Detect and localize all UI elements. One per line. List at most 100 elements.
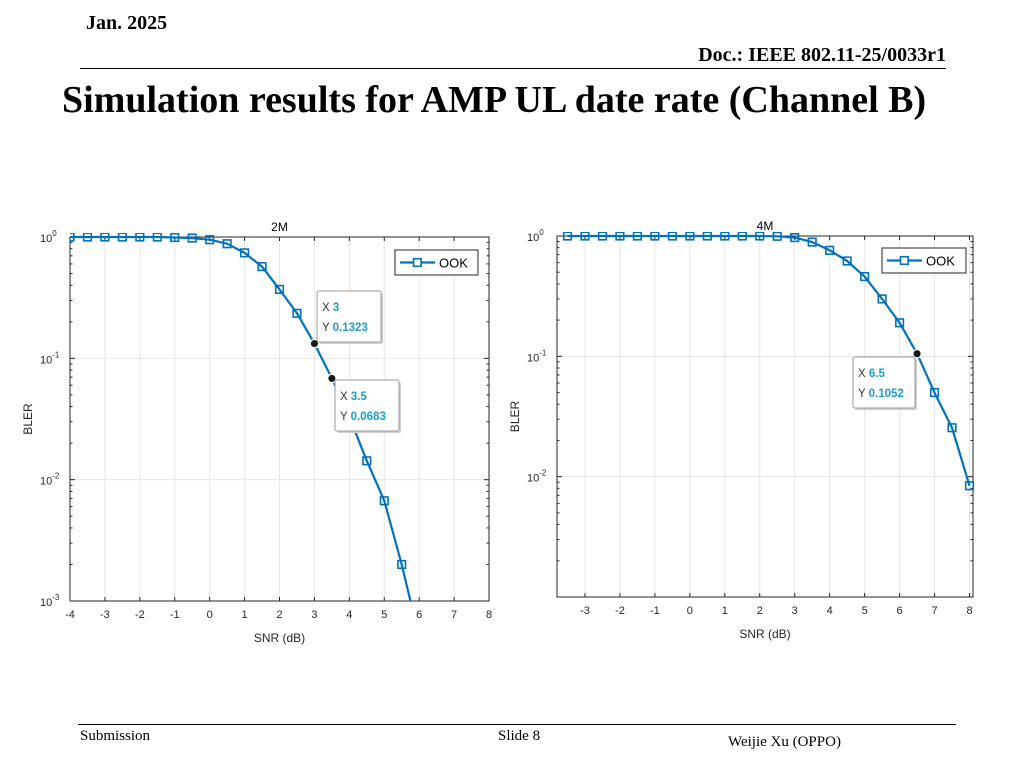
x-tick-label: 3 bbox=[311, 609, 317, 621]
x-axis-label: SNR (dB) bbox=[739, 627, 790, 641]
x-tick-label: -3 bbox=[100, 609, 110, 621]
series-marker bbox=[379, 496, 389, 506]
footer-submission: Submission bbox=[80, 728, 151, 744]
datatip-x-label: X bbox=[322, 302, 333, 314]
series-marker bbox=[152, 233, 162, 242]
series-marker bbox=[362, 456, 372, 466]
datatip-y: Y 0.0683 bbox=[340, 411, 386, 423]
x-tick-label: 7 bbox=[931, 605, 937, 617]
chart-title: 2M bbox=[271, 220, 288, 234]
y-tick-exponent: 0 bbox=[539, 228, 544, 237]
chart-0: -4 -3 -2 -1 0 1 2 3 4 5 6 7 8 100 10-1 10-2 10-3 2M SNR (d… bbox=[21, 220, 492, 645]
slide-title: Simulation results for AMP UL date rate … bbox=[62, 79, 927, 121]
series-marker bbox=[222, 239, 232, 249]
x-tick-label: 6 bbox=[416, 609, 422, 621]
datatip-x: X 3 bbox=[322, 302, 339, 314]
series-marker bbox=[292, 308, 302, 318]
series-marker bbox=[100, 233, 110, 242]
datatip-y-label: Y bbox=[322, 322, 333, 334]
x-tick-label: -2 bbox=[615, 605, 625, 617]
datatip-y-value: 0.1052 bbox=[869, 388, 904, 400]
datatip-x-value: 3.5 bbox=[351, 391, 368, 403]
footer-slide-number: Slide 8 bbox=[498, 728, 541, 744]
y-tick-exponent: -3 bbox=[52, 593, 60, 602]
datatip: X 6.5Y 0.1052 bbox=[852, 348, 922, 410]
series-marker bbox=[187, 233, 197, 243]
series-marker bbox=[685, 232, 695, 241]
series-marker bbox=[860, 271, 870, 282]
series-marker bbox=[737, 232, 747, 241]
series-marker bbox=[135, 233, 145, 242]
x-tick-label: 1 bbox=[722, 605, 728, 617]
datatip: X 3.5Y 0.0683 bbox=[327, 373, 401, 433]
y-tick-exponent: 0 bbox=[52, 229, 57, 238]
y-tick-label: 10-2 bbox=[527, 469, 547, 485]
x-tick-label: 4 bbox=[827, 605, 833, 617]
series-marker bbox=[170, 233, 180, 243]
legend: OOK bbox=[881, 247, 967, 274]
series-marker bbox=[597, 232, 608, 241]
series-marker bbox=[825, 245, 835, 255]
datatip-y: Y 0.1323 bbox=[322, 322, 368, 334]
x-tick-label: 8 bbox=[966, 605, 972, 617]
chart-title: 4M bbox=[757, 219, 774, 233]
datatip-x-label: X bbox=[340, 391, 351, 403]
header-divider bbox=[80, 68, 946, 69]
legend: OOK bbox=[394, 249, 479, 276]
series-marker bbox=[929, 387, 940, 398]
plot-area bbox=[557, 236, 973, 597]
series-marker bbox=[615, 232, 625, 241]
series-marker bbox=[274, 284, 285, 294]
legend-marker bbox=[412, 257, 422, 268]
x-tick-label: 0 bbox=[207, 609, 213, 621]
datatip-x-value: 6.5 bbox=[869, 368, 886, 380]
x-tick-label: -1 bbox=[650, 605, 660, 617]
y-tick-exponent: -2 bbox=[52, 472, 60, 481]
x-tick-label: 5 bbox=[381, 609, 387, 621]
series-marker bbox=[772, 232, 782, 241]
datatip: X 3Y 0.1323 bbox=[309, 290, 383, 349]
series-marker bbox=[397, 559, 407, 570]
datatip-x-label: X bbox=[858, 368, 869, 380]
legend-label: OOK bbox=[926, 254, 955, 269]
y-tick-exponent: -2 bbox=[539, 469, 547, 478]
y-tick-label: 10-1 bbox=[527, 348, 547, 364]
series-ook bbox=[70, 233, 412, 601]
datatip-anchor bbox=[309, 338, 320, 349]
series-marker bbox=[947, 423, 957, 433]
series-marker bbox=[257, 262, 267, 272]
datatip-y-value: 0.1323 bbox=[333, 322, 368, 334]
series-marker bbox=[964, 481, 975, 491]
series-marker bbox=[239, 248, 250, 258]
series-marker bbox=[70, 233, 75, 242]
x-tick-label: 0 bbox=[687, 605, 693, 617]
legend-marker bbox=[899, 255, 909, 266]
y-axis-label: BLER bbox=[508, 400, 522, 432]
x-tick-label: -4 bbox=[65, 609, 75, 621]
x-axis-label: SNR (dB) bbox=[254, 631, 305, 645]
y-tick-exponent: -1 bbox=[52, 350, 60, 359]
series-marker bbox=[702, 232, 712, 241]
datatip-anchor bbox=[327, 373, 337, 384]
datatip-x: X 6.5 bbox=[858, 368, 885, 380]
y-tick-label: 10-1 bbox=[40, 350, 60, 366]
datatip-y: Y 0.1052 bbox=[858, 388, 904, 400]
datatip-x-value: 3 bbox=[333, 302, 339, 314]
datatip-y-value: 0.0683 bbox=[351, 411, 386, 423]
y-tick-exponent: -1 bbox=[539, 348, 547, 357]
x-tick-label: -2 bbox=[135, 609, 145, 621]
x-tick-label: 8 bbox=[486, 609, 492, 621]
x-tick-label: 2 bbox=[757, 605, 763, 617]
datatip-y-label: Y bbox=[858, 388, 869, 400]
series-marker bbox=[720, 232, 730, 241]
datatip-x: X 3.5 bbox=[340, 391, 367, 403]
datatip-y-label: Y bbox=[340, 411, 351, 423]
footer-divider bbox=[78, 724, 956, 725]
x-tick-label: 2 bbox=[276, 609, 282, 621]
x-tick-label: 7 bbox=[451, 609, 457, 621]
series-marker bbox=[632, 232, 643, 241]
legend-label: OOK bbox=[439, 256, 468, 271]
series-marker bbox=[667, 232, 677, 241]
y-tick-label: 10-3 bbox=[40, 593, 60, 609]
